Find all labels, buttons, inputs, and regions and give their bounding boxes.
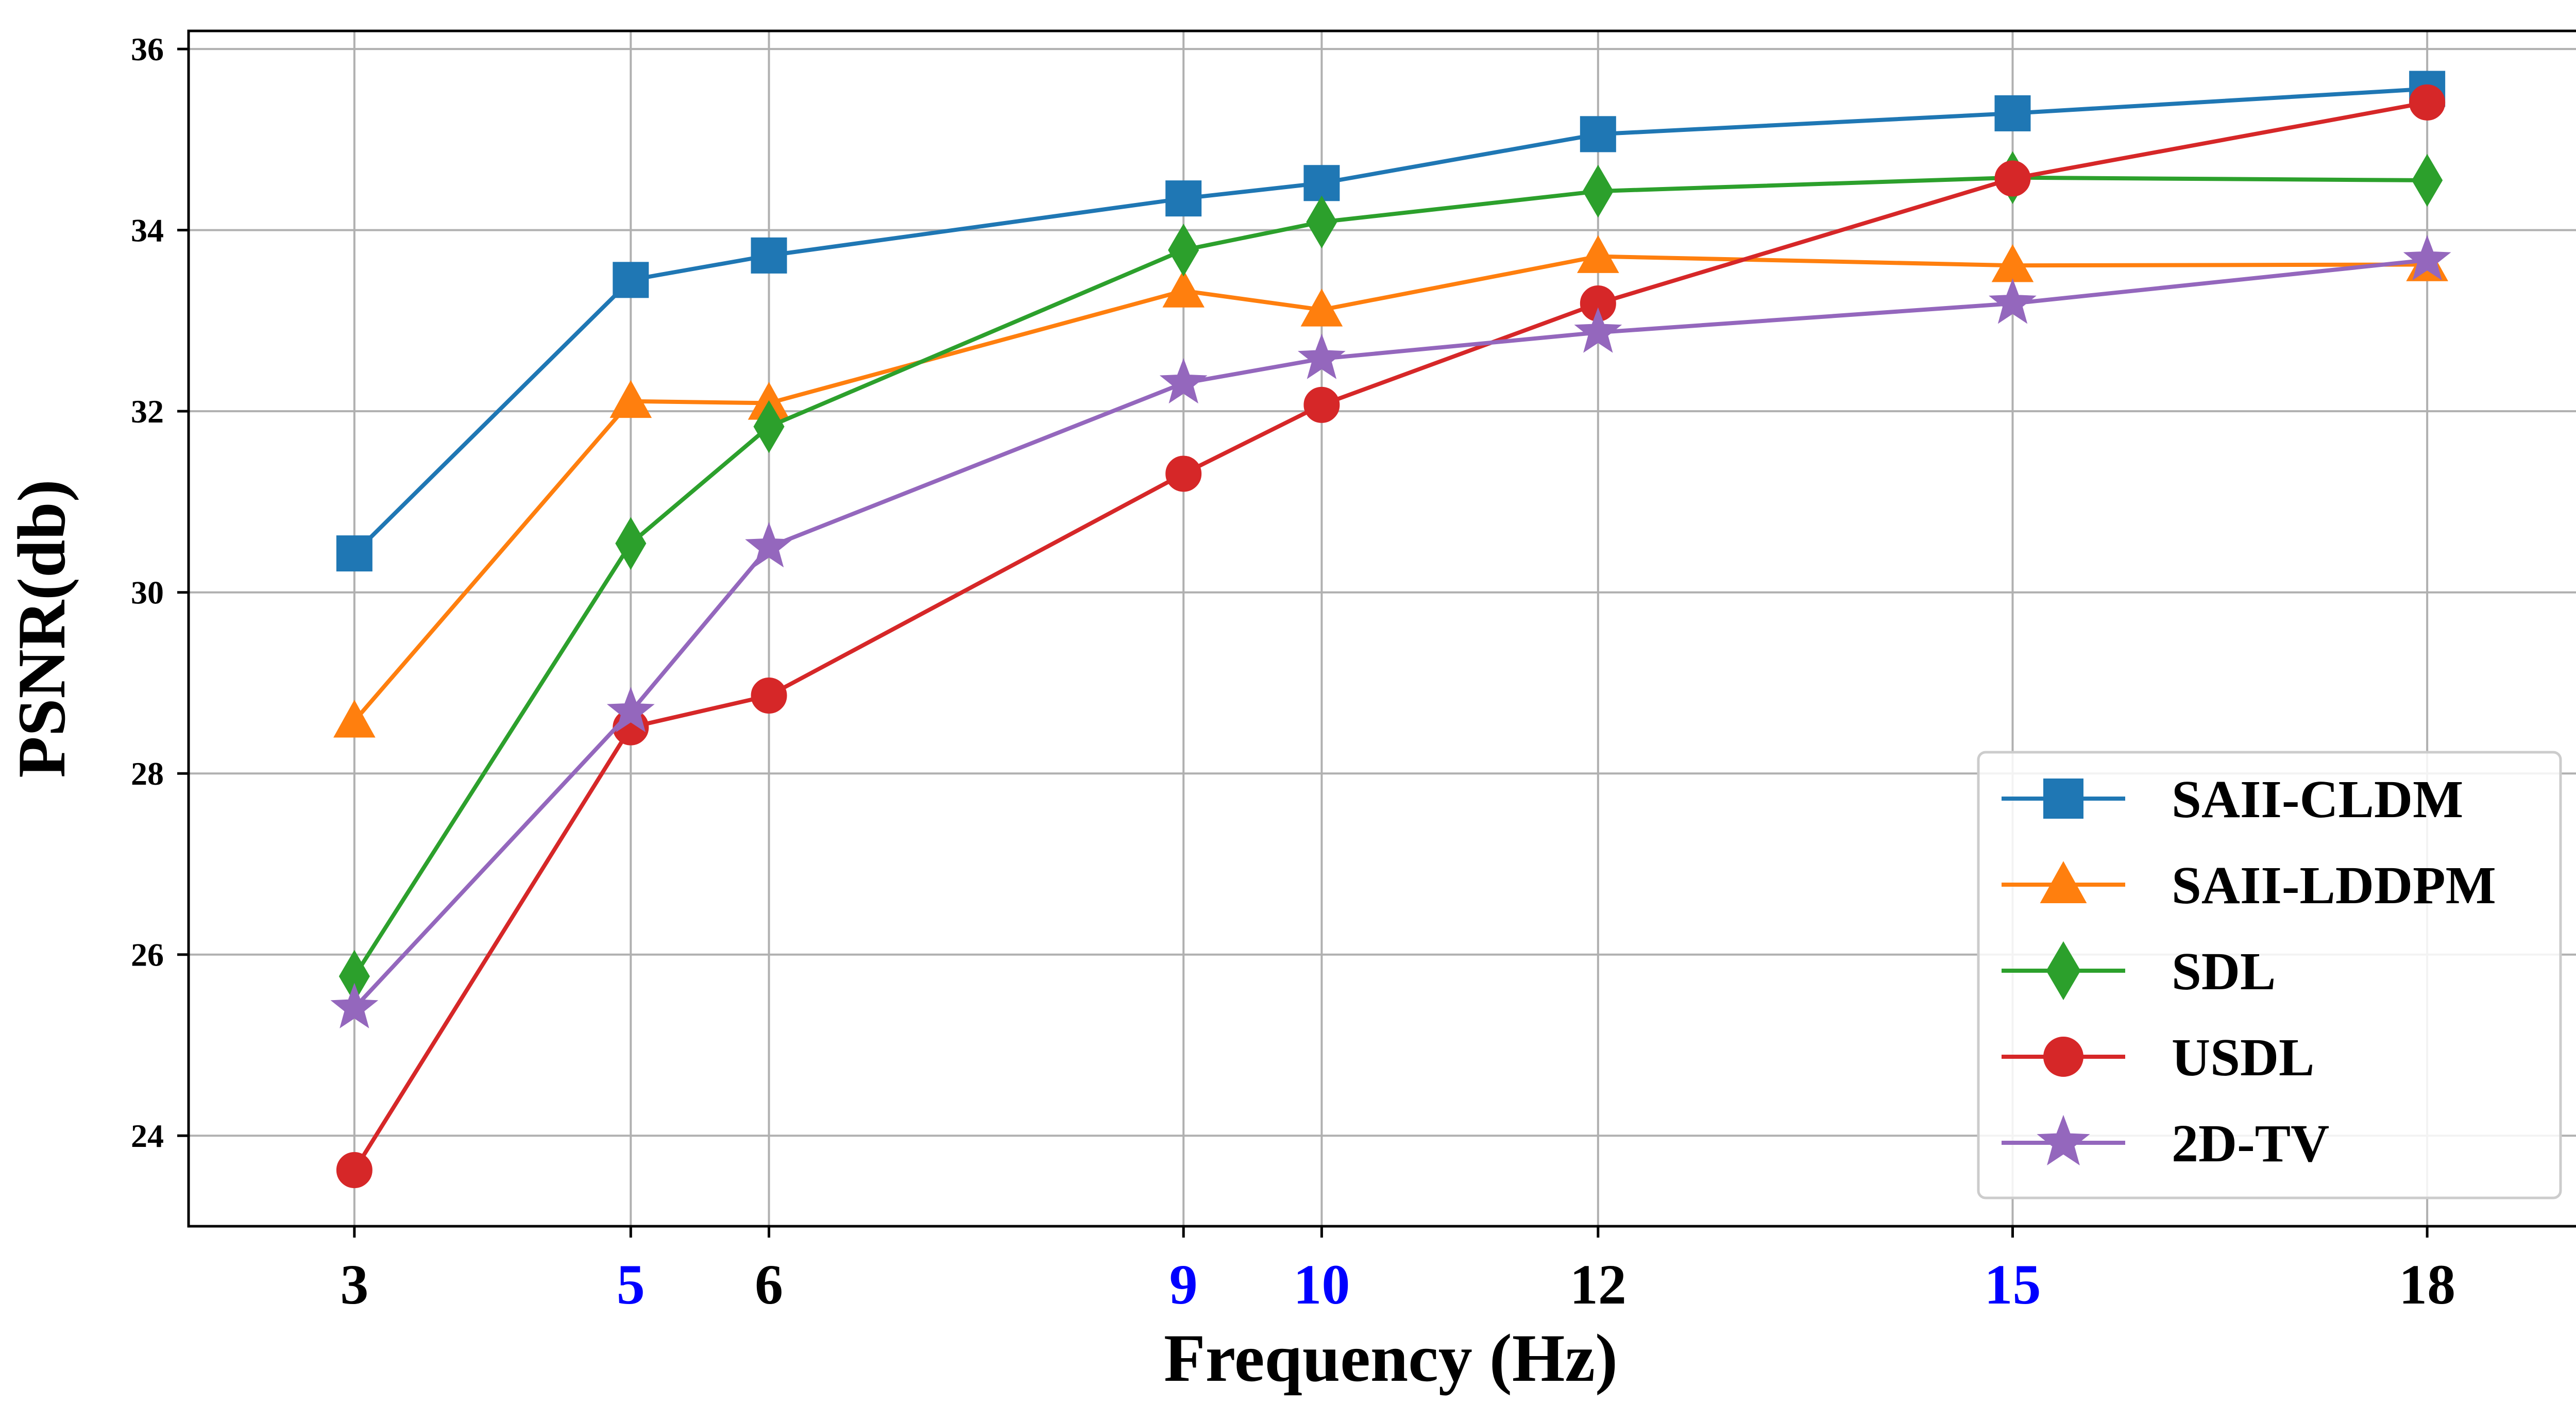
data-point <box>1165 455 1202 492</box>
data-point <box>606 686 655 733</box>
y-tick-label: 32 <box>131 393 164 430</box>
data-point <box>1580 116 1616 153</box>
data-point <box>615 517 647 570</box>
series-saii-cldm <box>336 71 2446 572</box>
data-point <box>751 237 787 274</box>
y-tick-label: 36 <box>131 31 164 67</box>
series-line <box>352 175 2428 978</box>
y-tick-label: 34 <box>131 212 164 249</box>
series-line <box>353 87 2428 555</box>
data-point <box>2403 234 2451 281</box>
y-tick-label: 28 <box>131 755 164 792</box>
data-point <box>1582 164 1614 218</box>
data-point <box>745 522 793 568</box>
data-point <box>2409 84 2446 121</box>
data-point <box>1989 278 2037 324</box>
legend-entry: 2D-TV <box>2002 1114 2329 1173</box>
data-point <box>1303 165 1340 201</box>
data-point <box>751 678 787 714</box>
x-axis-title: Frequency (Hz) <box>1164 1320 1618 1396</box>
data-point <box>1162 269 1205 308</box>
data-point <box>613 262 649 298</box>
data-point <box>1159 358 1208 404</box>
y-axis-title: PSNR(db) <box>4 479 79 777</box>
series-2d-tv <box>330 234 2451 1028</box>
legend-marker <box>2046 941 2081 1001</box>
data-point <box>1994 160 2031 197</box>
legend-entry: SAII-LDDPM <box>2002 856 2496 915</box>
legend-marker <box>2037 1114 2090 1165</box>
data-point <box>1165 180 1202 217</box>
data-point <box>1297 333 1346 379</box>
x-tick-label: 5 <box>617 1253 645 1316</box>
plot-frame <box>187 29 2576 1228</box>
legend-label: 2D-TV <box>2172 1114 2329 1173</box>
data-point <box>1168 224 1199 277</box>
series-line <box>352 258 2428 1010</box>
legend-marker <box>2040 861 2087 903</box>
x-tick-label: 10 <box>1293 1253 1350 1316</box>
legend-label: USDL <box>2172 1028 2314 1087</box>
x-tick-label: 6 <box>755 1253 783 1316</box>
legend-entry: SDL <box>2002 941 2276 1001</box>
legend-marker <box>2043 1037 2083 1077</box>
x-axis: 3 5 6 9 10 12 15 18 <box>340 1226 2455 1316</box>
data-point <box>753 400 785 453</box>
series-sdl <box>338 151 2443 1003</box>
data-point <box>330 983 379 1028</box>
legend-box <box>1977 751 2562 1199</box>
legend-label: SAII-CLDM <box>2172 770 2463 829</box>
legend: SAII-CLDM SAII-LDDPM SDL USDL 2D-TV <box>1977 751 2562 1199</box>
legend-entry: USDL <box>2002 1028 2314 1087</box>
series-layer <box>330 71 2451 1189</box>
series-saii-lddpm <box>333 235 2448 738</box>
data-point <box>609 380 652 418</box>
series-line <box>352 100 2428 1172</box>
data-point <box>1577 235 1619 273</box>
data-point <box>1300 289 1343 327</box>
legend-label: SAII-LDDPM <box>2172 856 2496 915</box>
series-usdl <box>336 84 2446 1189</box>
data-point <box>333 700 376 738</box>
legend-label: SDL <box>2172 942 2276 1001</box>
x-tick-label: 9 <box>1170 1253 1198 1316</box>
data-point <box>2412 154 2443 207</box>
series-line <box>352 254 2428 722</box>
data-point <box>336 1152 372 1189</box>
x-tick-label: 15 <box>1984 1253 2041 1316</box>
x-tick-label: 18 <box>2399 1253 2455 1316</box>
y-tick-label: 30 <box>131 574 164 611</box>
data-point <box>1994 95 2031 131</box>
y-tick-label: 26 <box>131 937 164 973</box>
data-point <box>1303 386 1340 423</box>
x-tick-label: 3 <box>340 1253 368 1316</box>
y-axis: 24 26 28 30 32 34 36 <box>131 31 189 1154</box>
data-point <box>336 535 372 572</box>
x-tick-label: 12 <box>1570 1253 1626 1316</box>
y-tick-label: 24 <box>131 1118 164 1154</box>
legend-marker <box>2043 779 2083 819</box>
data-point <box>1306 195 1337 249</box>
data-point <box>1574 307 1622 353</box>
legend-entry: SAII-CLDM <box>2002 770 2463 829</box>
